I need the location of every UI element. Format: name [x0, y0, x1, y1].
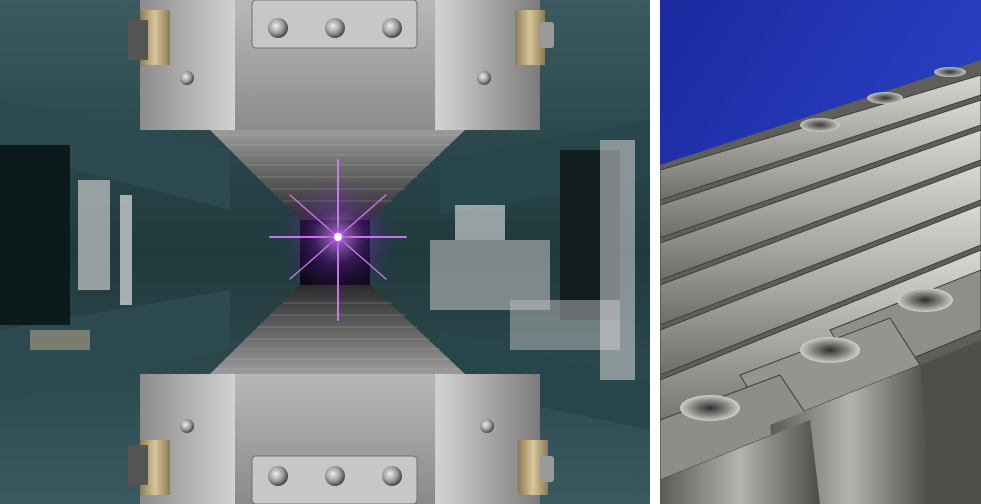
lower-magnet-jaw	[128, 285, 554, 504]
bolt-icon	[268, 466, 288, 486]
magnet-array-closeup-photo	[660, 0, 981, 504]
beam-flare	[269, 159, 407, 321]
bolt-icon	[382, 18, 402, 38]
bolt-icon	[268, 18, 288, 38]
screw-hole-icon	[897, 288, 953, 312]
bolt-icon	[382, 466, 402, 486]
undulator-gap-photo	[0, 0, 650, 504]
bolt-icon	[325, 18, 345, 38]
screw-hole-icon	[800, 337, 860, 363]
magnet-clamp-blocks	[660, 269, 981, 504]
screw-hole-icon	[680, 395, 740, 421]
bolt-icon	[325, 466, 345, 486]
